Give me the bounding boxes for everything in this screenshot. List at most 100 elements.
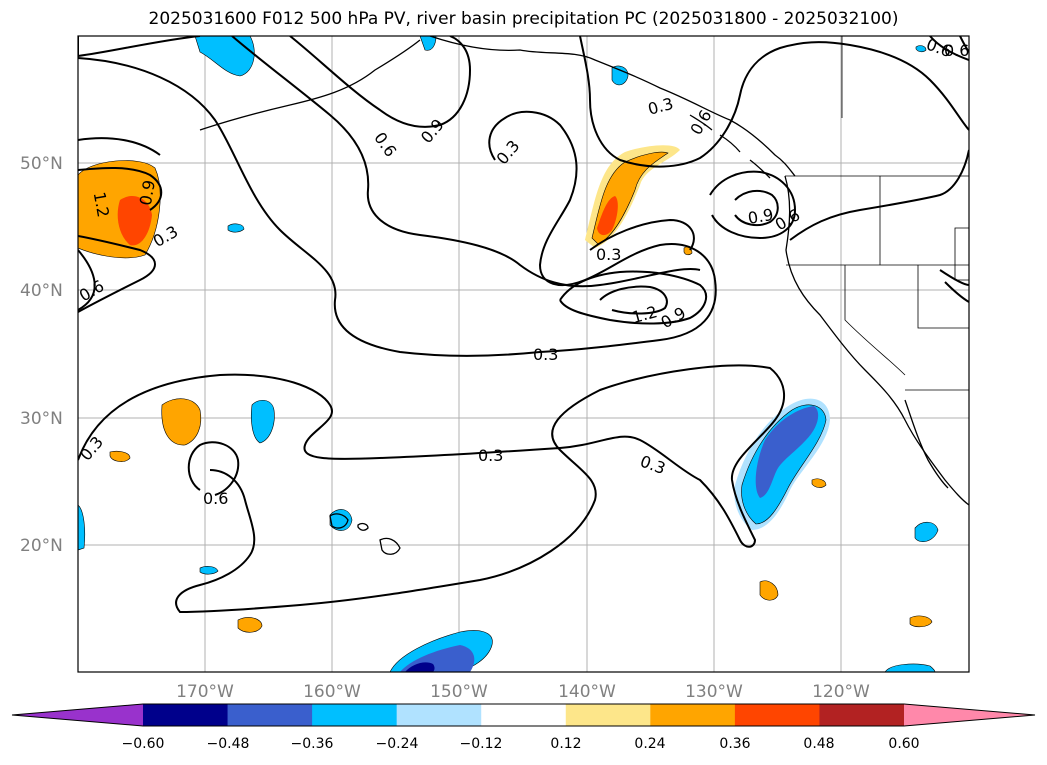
colorbar-segment xyxy=(481,704,567,726)
colorbar-segment xyxy=(396,704,482,726)
contour-0.6-se xyxy=(939,269,969,286)
map-frame xyxy=(77,35,970,673)
pv-contours xyxy=(78,36,969,614)
shade-south-navy xyxy=(405,662,435,672)
coast-west xyxy=(784,175,969,506)
shade-small-5 xyxy=(914,521,939,543)
contour-label: 0.9 xyxy=(136,179,159,207)
colorbar: −0.60 −0.48 −0.36 −0.24 −0.12 0.12 0.24 … xyxy=(11,703,1036,752)
colorbar-tick-label: −0.48 xyxy=(207,736,250,752)
colorbar-outline xyxy=(11,703,1036,727)
contour-label: 1.2 xyxy=(90,190,113,218)
colorbar-tick-label: −0.12 xyxy=(460,736,503,752)
contour-0.6-east xyxy=(789,149,969,241)
coast-baja xyxy=(904,399,949,489)
shade-small-3 xyxy=(109,450,131,462)
coast-hawaii-2 xyxy=(379,537,401,555)
lat-label-20n: 20°N xyxy=(20,536,63,556)
shade-north-cyan xyxy=(194,36,255,77)
colorbar-segment xyxy=(650,704,736,726)
contour-0.9-center xyxy=(559,270,708,325)
contour-0.3-main xyxy=(78,36,717,357)
lon-label-130w: 130°W xyxy=(685,682,743,702)
colorbar-tick-label: 0.36 xyxy=(719,736,750,752)
colorbar-segment xyxy=(143,704,229,726)
lon-label-120w: 120°W xyxy=(812,682,870,702)
lon-label-160w: 160°W xyxy=(303,682,361,702)
precipitation-shading xyxy=(78,36,939,672)
contour-0.6-west-2 xyxy=(78,137,161,156)
shade-small-10 xyxy=(227,223,245,233)
lat-label-30n: 30°N xyxy=(20,409,63,429)
shade-small-11 xyxy=(199,566,219,575)
colorbar-tick-label: −0.36 xyxy=(291,736,334,752)
colorbar-tick-label: 0.48 xyxy=(803,736,834,752)
contour-label: 0.3 xyxy=(596,245,621,264)
shade-west-red xyxy=(117,195,152,246)
contour-label: 0.6 xyxy=(944,41,969,60)
colorbar-tick-label: 0.60 xyxy=(888,736,919,752)
lon-label-150w: 150°W xyxy=(430,682,488,702)
contour-0.3-se xyxy=(944,281,969,303)
longitude-labels: 170°W 160°W 150°W 140°W 130°W 120°W xyxy=(176,682,870,702)
shade-subtrop-blue xyxy=(755,406,819,498)
shade-small-9 xyxy=(909,615,933,628)
colorbar-tick-label: 0.12 xyxy=(550,736,581,752)
graticule xyxy=(78,36,969,672)
contour-0.6-west xyxy=(78,235,156,313)
contour-label: 0.9 xyxy=(746,205,774,228)
contour-0.6-coast xyxy=(709,170,797,240)
shade-small-7 xyxy=(78,504,86,551)
colorbar-ticks: −0.60 −0.48 −0.36 −0.24 −0.12 0.12 0.24 … xyxy=(122,736,920,752)
shade-45n-red xyxy=(597,196,618,236)
colorbar-tick-label: −0.60 xyxy=(122,736,165,752)
contour-0.9-west xyxy=(78,166,163,211)
coastlines xyxy=(199,36,969,555)
map-title: 2025031600 F012 500 hPa PV, river basin … xyxy=(148,9,899,29)
contour-0.9-north xyxy=(289,36,472,128)
colorbar-tick-label: 0.24 xyxy=(634,736,665,752)
colorbar-segment xyxy=(565,704,651,726)
contour-0.3-coast xyxy=(579,36,969,168)
political-borders xyxy=(785,36,969,391)
shade-small-4 xyxy=(329,509,353,531)
shade-30n-cyan xyxy=(250,400,275,444)
contour-0.6-subtrop xyxy=(187,441,240,496)
coast-alaska xyxy=(429,36,796,177)
contour-label: 0.3 xyxy=(533,345,558,364)
colorbar-segments xyxy=(12,704,1035,726)
lon-label-170w: 170°W xyxy=(176,682,234,702)
shade-small-1 xyxy=(759,580,779,601)
lon-label-140w: 140°W xyxy=(558,682,616,702)
contour-label: 0.6 xyxy=(203,489,228,508)
border-state-3 xyxy=(917,265,969,329)
shade-small-14 xyxy=(915,45,927,53)
colorbar-segment xyxy=(734,704,820,726)
colorbar-segment xyxy=(819,704,905,726)
coast-hawaii-3 xyxy=(357,522,369,531)
contour-0.9-coast xyxy=(734,189,779,227)
latitude-labels: 50°N 40°N 30°N 20°N xyxy=(20,154,63,556)
colorbar-extend-max xyxy=(904,704,1035,726)
colorbar-tick-label: −0.24 xyxy=(376,736,419,752)
contour-0.3-south xyxy=(78,364,786,614)
shade-small-2 xyxy=(237,617,263,633)
colorbar-segment xyxy=(312,704,398,726)
contour-1.2-center xyxy=(599,285,668,315)
border-state-4 xyxy=(844,265,906,376)
colorbar-segment xyxy=(227,704,313,726)
colorbar-extend-min xyxy=(12,704,143,726)
lat-label-50n: 50°N xyxy=(20,154,63,174)
contour-0.9-ne xyxy=(959,36,969,53)
lat-label-40n: 40°N xyxy=(20,281,63,301)
shade-small-6 xyxy=(611,65,629,86)
shade-small-12 xyxy=(811,478,827,488)
contour-0.3-west xyxy=(78,249,96,311)
contour-label: 0.3 xyxy=(478,446,503,465)
coast-hawaii-1 xyxy=(329,513,349,529)
coast-aleutians xyxy=(199,39,421,131)
border-state-5 xyxy=(954,227,969,281)
shade-30n-orange xyxy=(161,398,202,446)
contour-0.3-center-low xyxy=(589,218,695,251)
